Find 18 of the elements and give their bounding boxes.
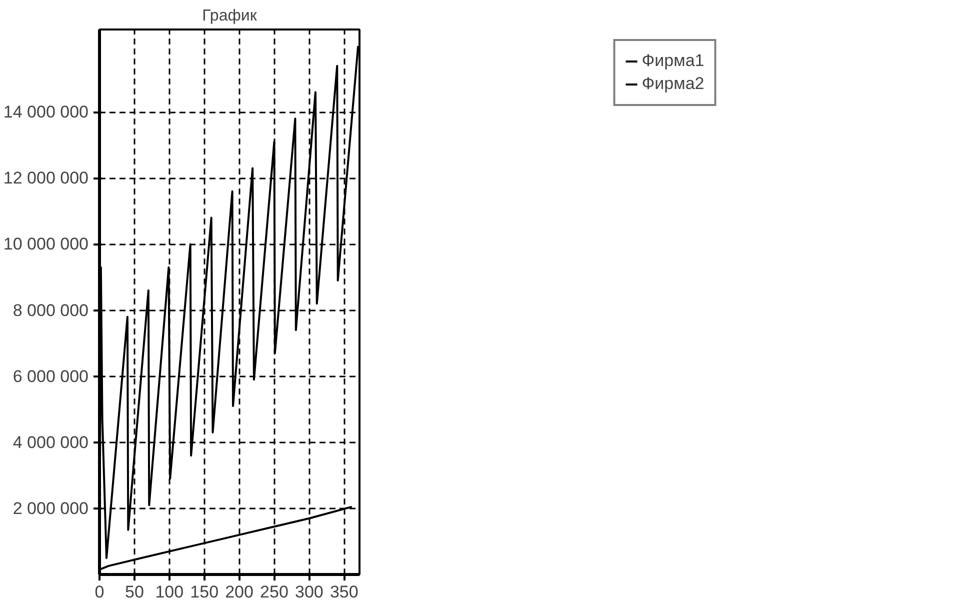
y-tick-label: 8 000 000 [12, 300, 89, 320]
x-tick-label: 100 [155, 582, 184, 602]
x-tick-label: 250 [260, 582, 288, 602]
x-tick-label: 200 [225, 582, 254, 602]
y-tick-label: 12 000 000 [3, 168, 89, 188]
y-tick-label: 4 000 000 [12, 432, 89, 452]
x-tick-label: 0 [94, 582, 104, 602]
chart-title: График [202, 8, 258, 24]
x-tick-label: 50 [124, 582, 144, 602]
x-tick-label: 300 [294, 582, 324, 602]
y-tick-label: 2 000 000 [12, 498, 89, 518]
y-tick-label: 6 000 000 [12, 366, 89, 386]
x-tick-label: 350 [330, 582, 358, 602]
y-tick-label: 10 000 000 [3, 234, 89, 254]
x-tick-label: 150 [190, 582, 219, 602]
legend-label: Фирма2 [642, 74, 704, 94]
legend-label: Фирма1 [642, 51, 704, 71]
y-tick-label: 14 000 000 [3, 102, 89, 122]
